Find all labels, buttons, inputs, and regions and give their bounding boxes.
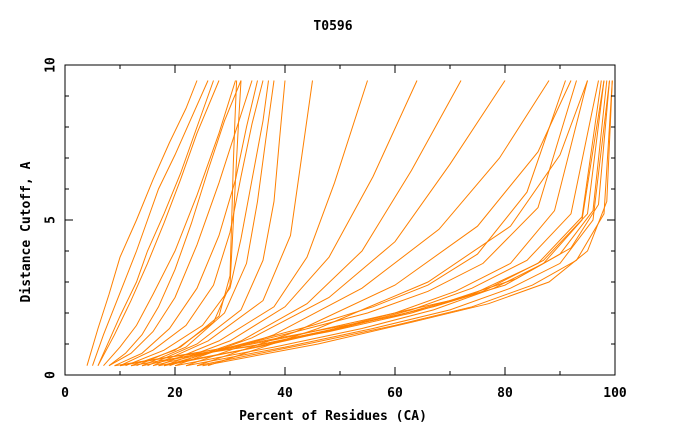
series-line-8 xyxy=(119,80,264,367)
series-line-24 xyxy=(158,80,588,367)
y-tick-label: 5 xyxy=(44,216,59,224)
x-tick-label: 0 xyxy=(61,386,69,401)
series-line-20 xyxy=(196,80,572,367)
series-line-22 xyxy=(163,80,566,367)
series-line-2 xyxy=(97,80,214,366)
series-line-14 xyxy=(152,80,313,367)
series-line-32 xyxy=(119,80,605,367)
series-line-11 xyxy=(136,80,238,367)
series-line-25 xyxy=(163,80,599,367)
x-tick-label: 40 xyxy=(277,386,293,401)
series-line-9 xyxy=(125,80,269,367)
series-line-33 xyxy=(114,80,602,367)
series-line-18 xyxy=(174,80,506,367)
series-line-10 xyxy=(130,80,242,367)
series-layer xyxy=(86,80,613,367)
series-line-16 xyxy=(163,80,418,367)
series-line-12 xyxy=(141,80,275,367)
x-tick-label: 60 xyxy=(387,386,403,401)
chart-title: T0596 xyxy=(313,19,352,34)
series-line-15 xyxy=(158,80,368,367)
x-tick-label: 80 xyxy=(497,386,513,401)
series-line-27 xyxy=(185,80,610,367)
series-line-3 xyxy=(97,80,220,366)
series-line-29 xyxy=(202,80,613,367)
series-line-4 xyxy=(103,80,236,367)
x-tick-label: 100 xyxy=(603,386,627,401)
y-tick-label: 0 xyxy=(44,371,59,379)
series-line-7 xyxy=(114,80,258,367)
y-tick-label: 10 xyxy=(44,57,59,73)
series-line-0 xyxy=(86,80,198,366)
axis-layer: 0 20 40 60 80 100 0 5 10 xyxy=(44,57,627,401)
y-axis-label: Distance Cutoff, A xyxy=(19,161,34,302)
series-line-6 xyxy=(108,80,253,367)
series-line-5 xyxy=(108,80,242,367)
series-line-26 xyxy=(174,80,605,367)
series-line-13 xyxy=(147,80,286,367)
x-axis-label: Percent of Residues (CA) xyxy=(239,409,427,424)
series-line-1 xyxy=(92,80,209,366)
series-line-17 xyxy=(169,80,462,367)
x-tick-label: 20 xyxy=(167,386,183,401)
